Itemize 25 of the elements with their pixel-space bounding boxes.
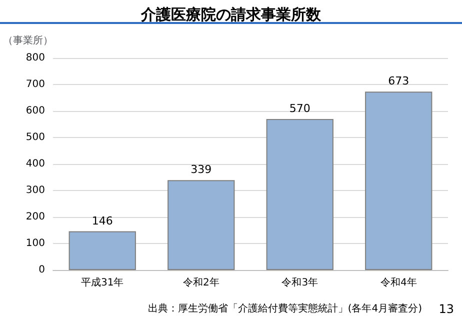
bar xyxy=(68,231,136,270)
data-label: 673 xyxy=(388,74,410,88)
source-note: 出典：厚生労働省「介護給付費等実態統計」(各年4月審査分) xyxy=(148,302,422,314)
y-tick-label: 500 xyxy=(26,132,45,143)
x-tick-label: 令和4年 xyxy=(380,276,417,288)
x-tick-label: 令和2年 xyxy=(182,276,220,288)
chart-title: 介護医療院の請求事業所数 xyxy=(140,6,322,24)
x-tick-label: 平成31年 xyxy=(81,276,124,288)
bar xyxy=(168,180,235,270)
y-tick-label: 100 xyxy=(26,238,45,249)
y-tick-label: 700 xyxy=(26,79,45,90)
data-label: 339 xyxy=(190,163,212,176)
y-tick-label: 0 xyxy=(38,264,45,276)
bar xyxy=(266,118,334,270)
data-label: 570 xyxy=(289,102,310,115)
y-tick-label: 800 xyxy=(26,52,45,64)
y-axis-title: （事業所） xyxy=(3,34,53,46)
y-tick-label: 200 xyxy=(26,212,45,222)
data-label: 146 xyxy=(92,214,113,228)
y-tick-label: 600 xyxy=(26,106,45,116)
y-tick-label: 300 xyxy=(26,185,45,196)
y-tick-label: 400 xyxy=(26,158,45,170)
x-tick-label: 令和3年 xyxy=(282,276,318,288)
text: 13 xyxy=(438,302,454,316)
bar xyxy=(365,92,432,270)
